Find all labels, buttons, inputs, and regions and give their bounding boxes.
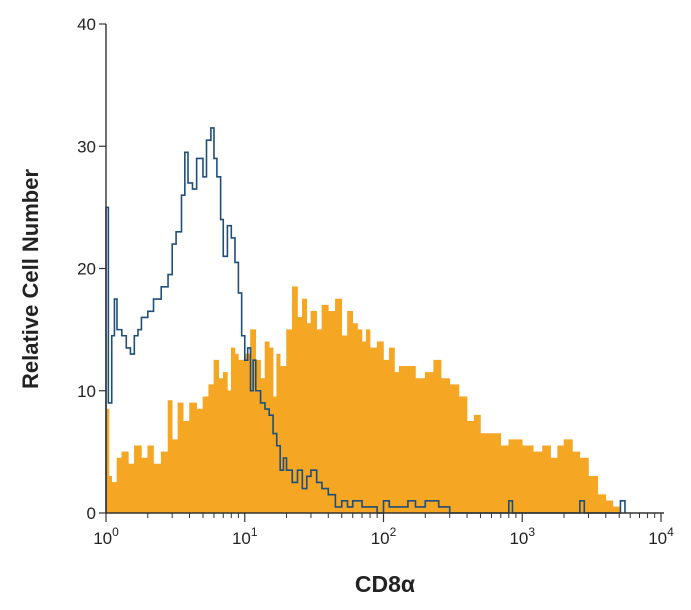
histogram-filled-series — [105, 286, 620, 514]
x-tick-label: 100 — [93, 525, 119, 548]
y-tick-label: 0 — [87, 504, 96, 523]
y-tick-label: 10 — [77, 382, 96, 401]
y-tick-label: 20 — [77, 260, 96, 279]
x-axis-title: CD8α — [355, 571, 415, 597]
plot-marks — [105, 127, 626, 514]
x-tick-label: 101 — [232, 525, 258, 548]
x-tick-label: 103 — [509, 525, 535, 548]
y-tick-label: 40 — [77, 15, 96, 34]
y-ticks: 0 10 20 30 40 — [77, 15, 106, 523]
x-ticks: 100 101 102 103 104 — [93, 513, 674, 548]
x-tick-label: 102 — [371, 525, 397, 548]
histogram-outline-series — [105, 127, 626, 514]
y-tick-label: 30 — [77, 137, 96, 156]
y-axis-title: Relative Cell Number — [18, 169, 43, 390]
x-tick-label: 104 — [648, 525, 674, 548]
